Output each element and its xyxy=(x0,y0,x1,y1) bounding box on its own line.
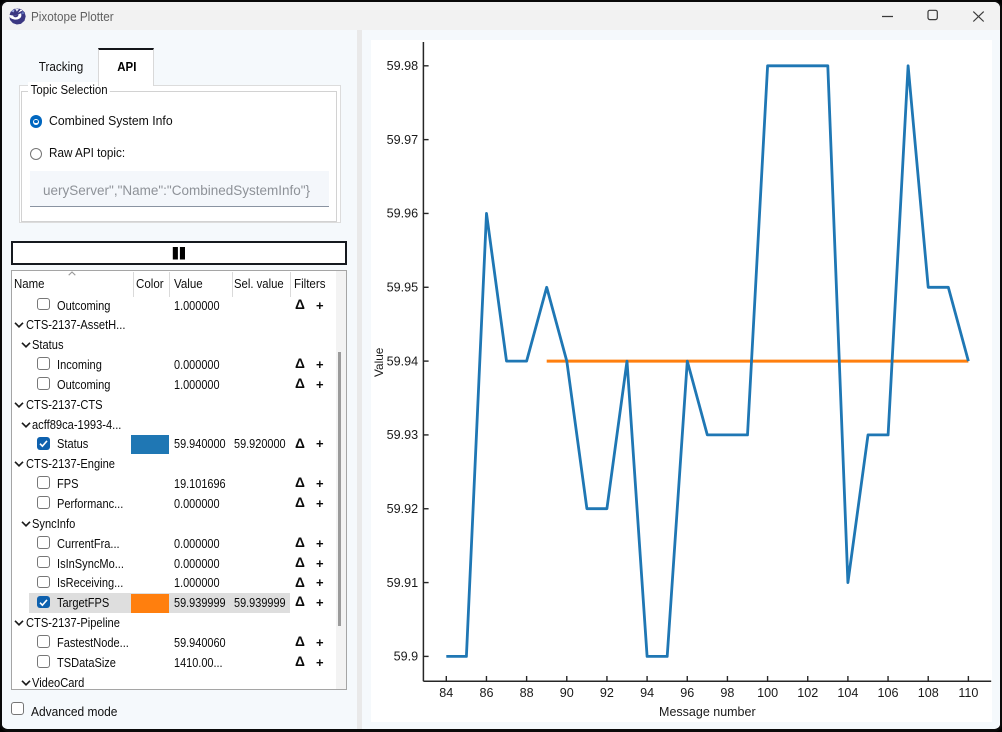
svg-text:90: 90 xyxy=(560,686,574,700)
svg-text:59.96: 59.96 xyxy=(387,207,419,221)
svg-text:100: 100 xyxy=(757,686,778,700)
svg-text:84: 84 xyxy=(439,686,453,700)
svg-text:88: 88 xyxy=(520,686,534,700)
svg-text:59.95: 59.95 xyxy=(387,280,419,294)
svg-text:Value: Value xyxy=(372,347,386,377)
svg-text:59.94: 59.94 xyxy=(387,354,419,368)
svg-text:59.92: 59.92 xyxy=(387,502,419,516)
svg-text:108: 108 xyxy=(918,686,939,700)
svg-text:59.9: 59.9 xyxy=(394,650,419,664)
svg-text:59.93: 59.93 xyxy=(387,428,419,442)
svg-text:102: 102 xyxy=(797,686,818,700)
svg-text:59.91: 59.91 xyxy=(387,576,419,590)
svg-text:106: 106 xyxy=(878,686,899,700)
svg-text:96: 96 xyxy=(680,686,694,700)
svg-text:59.98: 59.98 xyxy=(387,59,419,73)
svg-text:92: 92 xyxy=(600,686,614,700)
svg-text:94: 94 xyxy=(640,686,654,700)
svg-text:110: 110 xyxy=(958,686,978,700)
svg-text:104: 104 xyxy=(837,686,858,700)
svg-text:86: 86 xyxy=(479,686,493,700)
svg-text:Message number: Message number xyxy=(659,705,756,719)
svg-text:98: 98 xyxy=(720,686,734,700)
svg-text:59.97: 59.97 xyxy=(387,133,419,147)
